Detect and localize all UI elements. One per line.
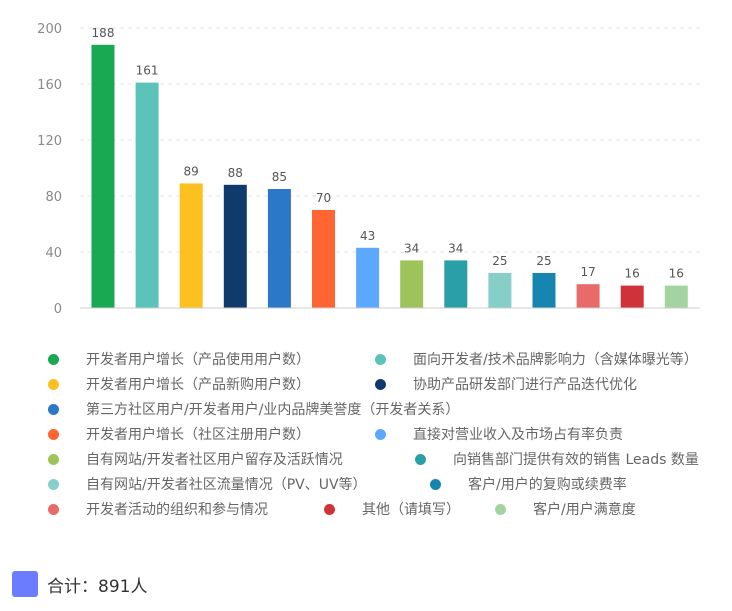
- legend-item: 第三方社区用户/开发者用户/业内品牌美誉度（开发者关系）: [48, 399, 459, 419]
- bar: [135, 82, 159, 308]
- bar-value-label: 89: [184, 164, 199, 178]
- legend-item: 开发者用户增长（社区注册用户数）: [48, 424, 310, 444]
- legend-swatch: [48, 503, 59, 515]
- bar-value-label: 16: [669, 267, 684, 281]
- bar-value-label: 17: [580, 265, 595, 279]
- y-tick-label: 80: [45, 190, 62, 205]
- legend-item: 客户/用户满意度: [495, 499, 636, 519]
- legend-item: 直接对营业收入及市场占有率负责: [375, 424, 623, 444]
- y-tick-label: 120: [37, 134, 62, 149]
- bar-value-label: 85: [272, 170, 287, 184]
- legend-label: 客户/用户满意度: [533, 502, 636, 518]
- bar: [620, 285, 644, 308]
- bar-value-label: 25: [492, 254, 507, 268]
- legend-swatch: [48, 353, 59, 365]
- legend-item: 自有网站/开发者社区流量情况（PV、UV等）: [48, 474, 367, 494]
- legend-label: 开发者用户增长（社区注册用户数）: [86, 427, 310, 443]
- data-labels: 188 161 89 88 85 70 43 34 34 25 25 17 16 16: [92, 26, 684, 281]
- y-tick-label: 200: [37, 22, 62, 37]
- legend-label: 自有网站/开发者社区用户留存及活跃情况: [86, 452, 343, 468]
- bar-value-label: 25: [536, 254, 551, 268]
- bar-value-label: 34: [404, 241, 419, 255]
- legend-label: 开发者活动的组织和参与情况: [86, 502, 268, 518]
- bar-value-label: 16: [625, 267, 640, 281]
- y-axis-ticks: 0 40 80 120 160 200: [37, 22, 62, 317]
- legend-swatch: [324, 503, 335, 515]
- bar-value-label: 34: [448, 241, 463, 255]
- legend-item: 协助产品研发部门进行产品迭代优化: [375, 374, 637, 394]
- bar: [532, 273, 556, 308]
- legend-swatch: [48, 453, 59, 465]
- legend-item: 向销售部门提供有效的销售 Leads 数量: [415, 449, 699, 469]
- legend-swatch: [375, 428, 386, 440]
- total-summary: 合计：891人: [12, 571, 147, 597]
- y-tick-label: 40: [45, 246, 62, 261]
- legend-item: 其他（请填写）: [324, 499, 460, 519]
- total-label: 合计：891人: [47, 576, 148, 597]
- bar-value-label: 88: [228, 166, 243, 180]
- legend-label: 客户/用户的复购或续费率: [468, 477, 627, 493]
- bar: [664, 285, 688, 308]
- gridlines: [80, 27, 700, 253]
- legend-label: 第三方社区用户/开发者用户/业内品牌美誉度（开发者关系）: [86, 402, 460, 418]
- bar: [576, 284, 600, 308]
- legend-item: 开发者用户增长（产品新购用户数）: [48, 374, 310, 394]
- legend-item: 开发者用户增长（产品使用用户数）: [48, 349, 310, 369]
- legend-swatch: [48, 478, 59, 490]
- legend-item: 客户/用户的复购或续费率: [430, 474, 627, 494]
- y-tick-label: 0: [54, 302, 62, 317]
- legend-swatch: [48, 378, 59, 390]
- legend-label: 向销售部门提供有效的销售 Leads 数量: [453, 452, 699, 468]
- bar-value-label: 188: [92, 26, 115, 40]
- bars: [91, 44, 688, 309]
- legend-swatch: [48, 403, 59, 415]
- legend-swatch: [375, 353, 386, 365]
- legend: 开发者用户增长（产品使用用户数） 面向开发者/技术品牌影响力（含媒体曝光等） 开发者…: [0, 340, 732, 530]
- legend-label: 自有网站/开发者社区流量情况（PV、UV等）: [86, 477, 367, 493]
- legend-label: 协助产品研发部门进行产品迭代优化: [413, 377, 637, 393]
- legend-swatch: [415, 453, 426, 465]
- legend-swatch: [430, 478, 441, 490]
- legend-swatch: [495, 503, 506, 515]
- legend-label: 面向开发者/技术品牌影响力（含媒体曝光等）: [413, 352, 698, 368]
- bar: [488, 273, 512, 308]
- legend-label: 开发者用户增长（产品使用用户数）: [86, 352, 310, 368]
- bar: [179, 183, 203, 308]
- bar: [444, 260, 468, 308]
- legend-label: 其他（请填写）: [362, 502, 460, 518]
- bar: [267, 189, 291, 308]
- bar: [312, 210, 335, 308]
- bar: [223, 184, 247, 308]
- legend-item: 开发者活动的组织和参与情况: [48, 499, 268, 519]
- legend-label: 直接对营业收入及市场占有率负责: [413, 427, 623, 443]
- legend-item: 自有网站/开发者社区用户留存及活跃情况: [48, 449, 343, 469]
- legend-label: 开发者用户增长（产品新购用户数）: [86, 377, 310, 393]
- bar: [400, 260, 424, 308]
- bar: [356, 247, 380, 308]
- total-swatch: [12, 571, 38, 597]
- legend-swatch: [48, 428, 59, 440]
- bar-value-label: 161: [136, 64, 159, 78]
- legend-swatch: [375, 378, 386, 390]
- y-tick-label: 160: [37, 78, 62, 93]
- bar-value-label: 43: [360, 229, 375, 243]
- bar-value-label: 70: [316, 191, 331, 205]
- bar: [91, 44, 115, 309]
- legend-item: 面向开发者/技术品牌影响力（含媒体曝光等）: [375, 349, 698, 369]
